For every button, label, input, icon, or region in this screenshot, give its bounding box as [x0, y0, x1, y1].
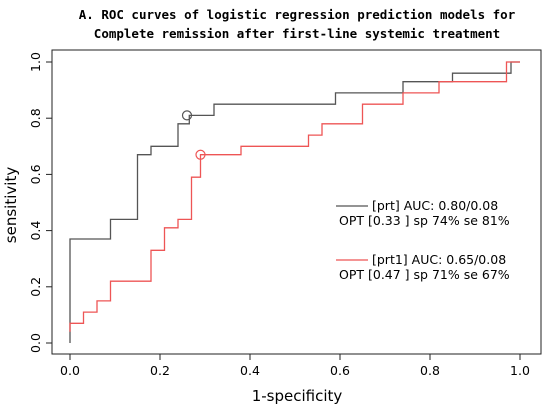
y-tick-label-1: 0.2	[28, 277, 43, 297]
y-axis: 0.0 0.2 0.4 0.6 0.8 1.0	[28, 52, 52, 353]
optimal-point-marker-1	[195, 149, 206, 160]
chart-title-line-1: A. ROC curves of logistic regression pre…	[79, 7, 516, 22]
legend-label-prt: [prt] AUC: 0.80/0.08	[372, 198, 498, 213]
y-axis-label: sensitivity	[2, 167, 20, 244]
legend-opt-prt1: OPT [0.47 ] sp 71% se 67%	[339, 267, 510, 282]
optimal-point-marker-0	[181, 110, 193, 121]
roc-curve-series-0	[69, 61, 520, 343]
legend-opt-prt: OPT [0.33 ] sp 74% se 81%	[339, 213, 510, 228]
x-tick-label-0: 0.0	[60, 363, 80, 378]
chart-title-line-2: Complete remission after first-line syst…	[94, 26, 500, 41]
plot-frame	[51, 49, 542, 355]
x-tick-label-1: 0.2	[150, 363, 170, 378]
x-tick-label-3: 0.6	[330, 363, 350, 378]
x-axis-label: 1-specificity	[252, 387, 343, 405]
legend: [prt] AUC: 0.80/0.08 OPT [0.33 ] sp 74% …	[336, 198, 510, 282]
x-tick-label-2: 0.4	[240, 363, 260, 378]
x-tick-label-4: 0.8	[420, 363, 440, 378]
y-tick-label-2: 0.4	[28, 221, 43, 241]
x-tick-label-5: 1.0	[510, 363, 530, 378]
y-tick-label-4: 0.8	[28, 108, 43, 128]
y-tick-label-5: 1.0	[28, 52, 43, 72]
y-tick-label-3: 0.6	[28, 164, 43, 184]
y-tick-label-0: 0.0	[28, 333, 43, 353]
series-layer	[69, 61, 520, 343]
x-axis: 0.0 0.2 0.4 0.6 0.8 1.0	[60, 354, 530, 378]
legend-label-prt1: [prt1] AUC: 0.65/0.08	[372, 252, 506, 267]
roc-curve-series-1	[69, 61, 520, 332]
